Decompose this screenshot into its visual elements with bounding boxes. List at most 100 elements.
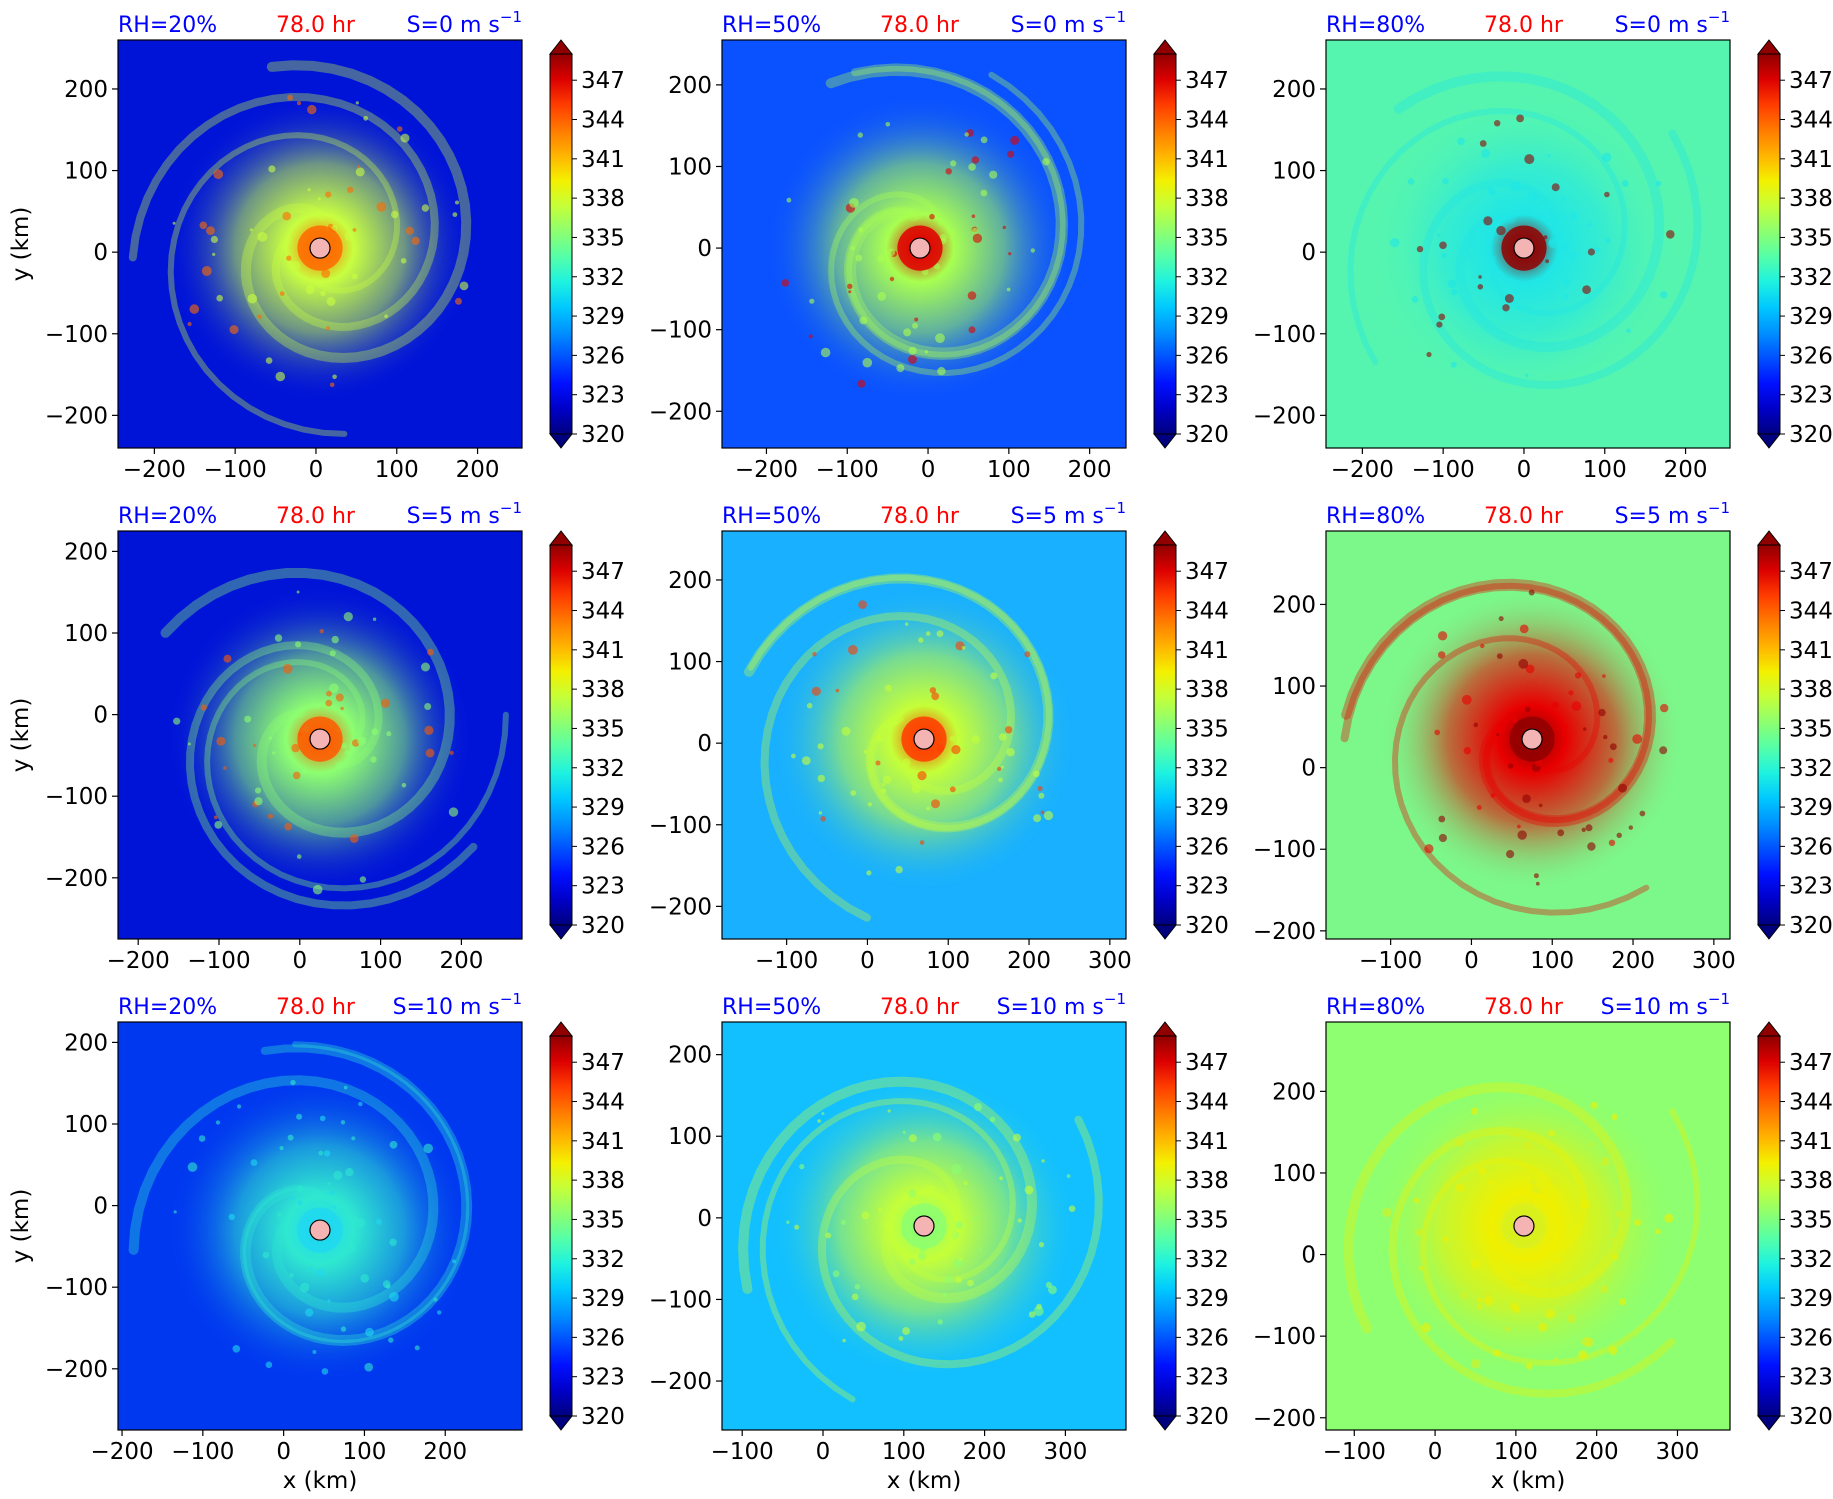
colorbar-tick-label: 338 bbox=[581, 1168, 625, 1194]
convective-cell bbox=[859, 316, 868, 325]
convective-cell bbox=[437, 1310, 442, 1315]
convective-cell bbox=[1655, 1228, 1661, 1235]
convective-cell bbox=[223, 654, 232, 663]
convective-cell bbox=[863, 749, 868, 754]
convective-cell bbox=[1533, 873, 1539, 879]
convective-cell bbox=[887, 248, 896, 257]
colorbar-tick-label: 344 bbox=[1789, 599, 1833, 625]
convective-cell bbox=[358, 1101, 363, 1107]
convective-cell bbox=[1580, 1199, 1590, 1209]
convective-cell bbox=[386, 731, 392, 737]
x-tick-label: −100 bbox=[187, 948, 250, 974]
rh-label: RH=20% bbox=[118, 504, 217, 529]
convective-cell bbox=[917, 771, 927, 781]
y-tick-label: 0 bbox=[93, 240, 108, 266]
convective-cell bbox=[1504, 294, 1514, 303]
convective-cell bbox=[1481, 148, 1490, 158]
colorbar-max-arrow bbox=[1152, 1021, 1178, 1037]
convective-cell bbox=[265, 1361, 273, 1369]
convective-cell bbox=[187, 321, 192, 327]
colorbar-tick-label: 341 bbox=[1789, 1129, 1833, 1155]
x-tick-label: 0 bbox=[816, 1439, 831, 1465]
convective-cell bbox=[1543, 767, 1547, 771]
convective-cell bbox=[1033, 770, 1040, 778]
y-tick-label: −100 bbox=[1253, 322, 1316, 348]
convective-cell bbox=[1587, 842, 1596, 851]
shear-label: S=0 m s−1 bbox=[1615, 8, 1730, 38]
convective-cell bbox=[898, 1336, 904, 1341]
colorbar-tick-label: 323 bbox=[581, 383, 625, 409]
y-axis-label: y (km) bbox=[8, 698, 34, 773]
x-tick-label: −100 bbox=[755, 948, 818, 974]
panel-4: −200 −100 0 100 200 −200 −100 0 100 200 y (km) RH=2… bbox=[8, 499, 625, 974]
colorbar-tick-label: 335 bbox=[1185, 716, 1229, 742]
convective-cell bbox=[1529, 1201, 1533, 1205]
convective-cell bbox=[1455, 1183, 1465, 1192]
convective-cell bbox=[1549, 239, 1556, 246]
convective-cell bbox=[1496, 653, 1503, 659]
colorbar-tick-label: 332 bbox=[581, 1247, 625, 1273]
convective-cell bbox=[1418, 1266, 1423, 1271]
x-tick-label: 0 bbox=[1428, 1439, 1443, 1465]
convective-cell bbox=[1421, 1322, 1431, 1333]
convective-cell bbox=[1455, 1139, 1464, 1148]
convective-cell bbox=[821, 1112, 825, 1116]
convective-cell bbox=[1438, 313, 1446, 321]
colorbar: 320 323 326 329 332 335 338 341 344 347 bbox=[1152, 1021, 1229, 1431]
convective-cell bbox=[1604, 191, 1610, 198]
convective-cell bbox=[1463, 746, 1472, 755]
rainband bbox=[738, 1076, 1038, 1304]
convective-cell bbox=[1525, 1362, 1533, 1370]
convective-cell bbox=[1574, 672, 1582, 679]
convective-cell bbox=[212, 252, 216, 256]
colorbar-tick-label: 329 bbox=[1185, 304, 1229, 330]
rainband bbox=[1420, 1108, 1701, 1367]
colorbar-tick-label: 347 bbox=[1789, 1050, 1833, 1076]
convective-cell bbox=[978, 1246, 983, 1251]
convective-cell bbox=[911, 784, 921, 794]
convective-cell bbox=[950, 230, 956, 236]
time-label: 78.0 hr bbox=[276, 13, 356, 38]
colorbar-min-arrow bbox=[1152, 924, 1178, 940]
convective-cell bbox=[352, 228, 357, 232]
convective-cell bbox=[1538, 803, 1543, 808]
convective-cell bbox=[382, 1280, 391, 1289]
x-tick-label: 200 bbox=[1664, 457, 1708, 483]
convective-cell bbox=[1634, 1219, 1641, 1226]
convective-cell bbox=[359, 876, 367, 883]
convective-cell bbox=[809, 298, 815, 304]
convective-cell bbox=[885, 122, 891, 127]
colorbar-body bbox=[1757, 1035, 1781, 1417]
storm-center-marker bbox=[309, 237, 331, 259]
convective-cell bbox=[1416, 245, 1424, 253]
theta-e-field bbox=[722, 531, 1126, 939]
colorbar-max-arrow bbox=[1756, 39, 1782, 55]
colorbar-tick-label: 329 bbox=[1789, 795, 1833, 821]
convective-cell bbox=[1587, 248, 1595, 256]
time-label: 78.0 hr bbox=[880, 504, 960, 529]
convective-cell bbox=[1566, 1314, 1576, 1323]
convective-cell bbox=[817, 1119, 821, 1123]
x-tick-label: 200 bbox=[963, 1439, 1007, 1465]
convective-cell bbox=[1042, 158, 1050, 166]
colorbar-tick-label: 329 bbox=[1789, 1286, 1833, 1312]
plot-frame bbox=[721, 530, 1127, 940]
convective-cell bbox=[421, 662, 430, 672]
convective-cell bbox=[942, 1292, 948, 1298]
colorbar-body bbox=[1153, 53, 1177, 435]
rainband bbox=[167, 132, 401, 437]
colorbar-tick-label: 344 bbox=[1185, 108, 1229, 134]
convective-cell bbox=[903, 328, 912, 337]
convective-cell bbox=[1477, 1304, 1482, 1309]
panel-3: −200 −100 0 100 200 −200 −100 0 100 200 RH=80% 78.0… bbox=[1253, 8, 1833, 483]
convective-cell bbox=[425, 748, 435, 758]
convective-cell bbox=[459, 281, 469, 291]
convective-cell bbox=[1598, 708, 1606, 717]
convective-cell bbox=[371, 728, 379, 736]
convective-cell bbox=[1551, 183, 1560, 192]
colorbar-tick-label: 341 bbox=[581, 1129, 625, 1155]
colorbar-body bbox=[1153, 544, 1177, 926]
convective-cell bbox=[349, 834, 359, 843]
y-tick-label: 0 bbox=[697, 236, 712, 262]
convective-cell bbox=[357, 736, 367, 746]
